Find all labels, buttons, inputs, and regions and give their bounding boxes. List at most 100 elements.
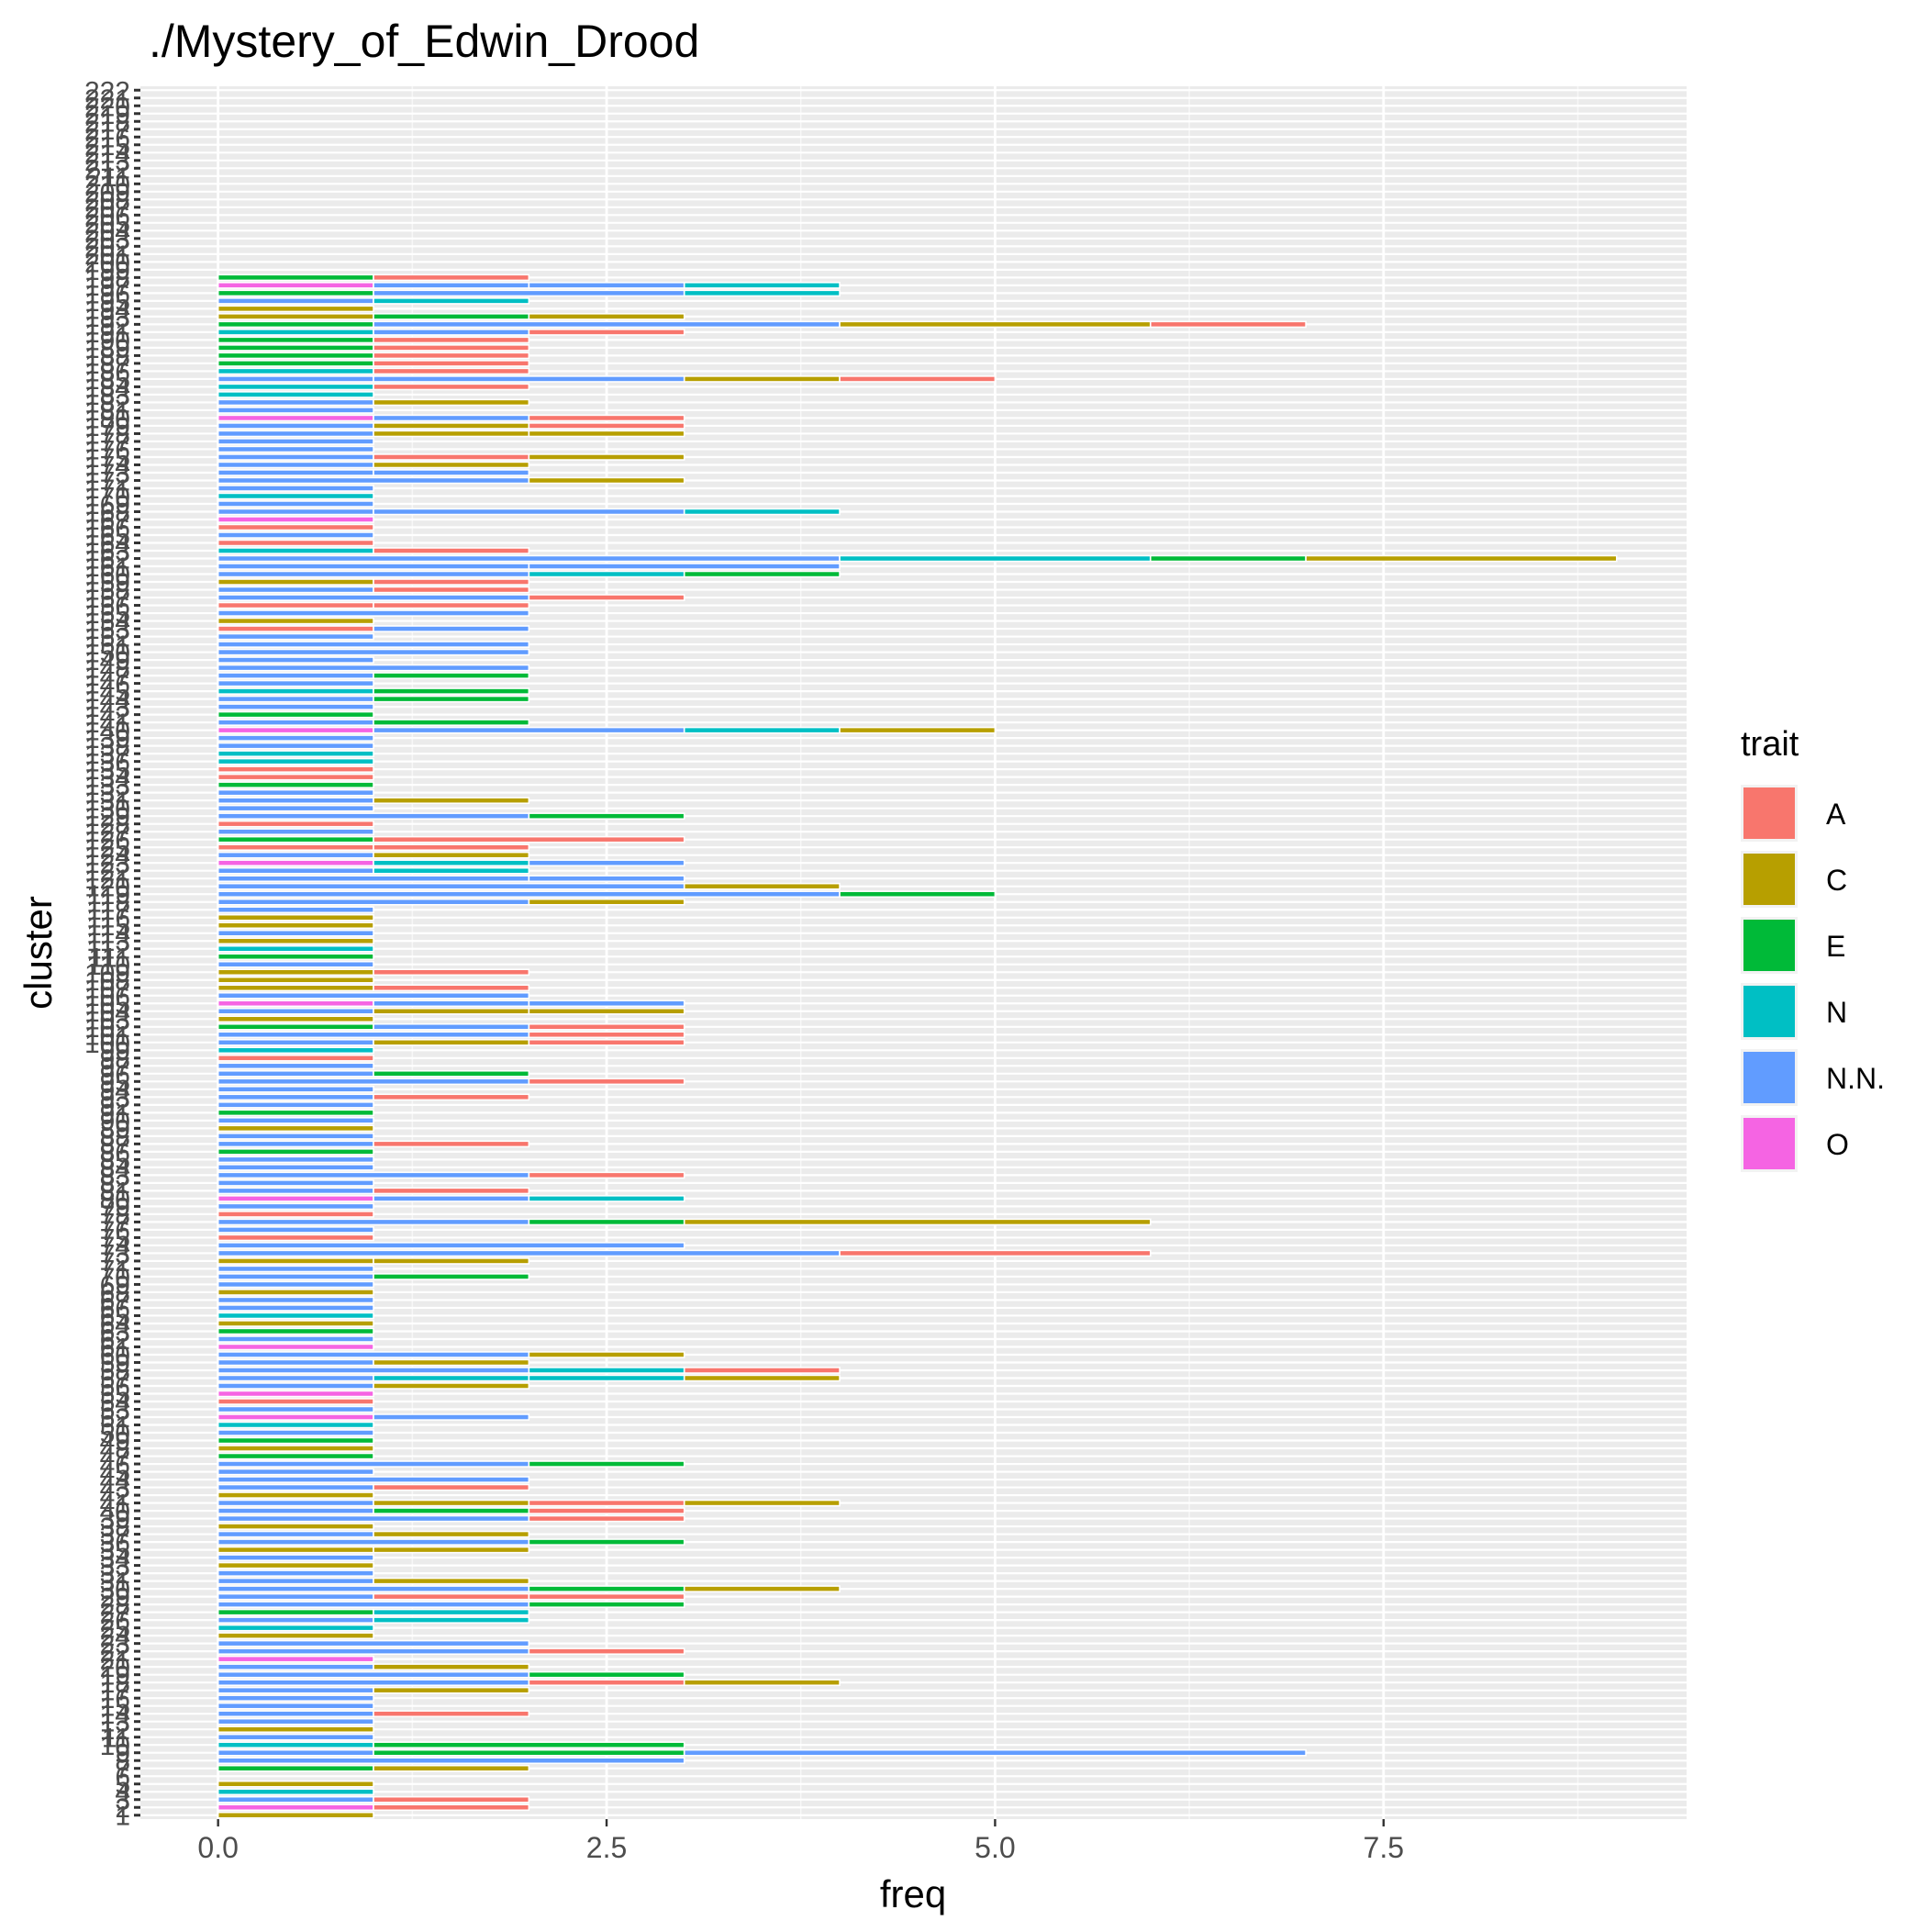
y-tick-label-57: 57 [100, 1364, 130, 1394]
bar-segment-109-2 [373, 968, 530, 977]
y-tick-label-10: 10 [100, 1731, 130, 1761]
bar-segment-30-1 [217, 1585, 530, 1592]
bar-segment-49-1 [217, 1436, 374, 1445]
y-tick-label-36: 36 [100, 1528, 130, 1558]
y-tick-label-97: 97 [100, 1052, 130, 1082]
bar-segment-77-3 [683, 1218, 1152, 1226]
bar-segment-172-2 [528, 476, 685, 485]
bar-segment-95-2 [528, 1078, 685, 1086]
bar-segment-77-1 [217, 1218, 530, 1226]
bar-segment-114-1 [217, 929, 374, 937]
bar-segment-162-1 [217, 554, 841, 563]
y-tick-label-78: 78 [100, 1201, 130, 1231]
bar-segment-159-1 [217, 578, 374, 586]
bar-segment-149-1 [217, 656, 374, 664]
y-tick-label-185: 185 [84, 365, 130, 396]
bar-segment-70-1 [217, 1273, 374, 1280]
y-tick-label-124: 124 [84, 842, 130, 872]
y-tick-label-104: 104 [84, 998, 130, 1028]
bar-segment-107-1 [217, 984, 374, 992]
bar-segment-174-2 [373, 461, 530, 469]
bar-segment-162-4 [1305, 554, 1618, 563]
bar-segment-136-1 [217, 757, 374, 765]
legend-swatch-2 [1743, 854, 1795, 905]
y-tick-label-13: 13 [100, 1708, 130, 1738]
y-tick-label-120: 120 [84, 873, 130, 903]
bar-segment-163-2 [373, 547, 530, 554]
y-tick-label-82: 82 [100, 1169, 130, 1200]
bar-segment-130-1 [217, 804, 374, 812]
y-tick-label-44: 44 [100, 1466, 130, 1496]
bar-segment-157-1 [217, 594, 530, 601]
bar-segment-41-2 [373, 1499, 530, 1507]
bar-segment-14-2 [373, 1710, 530, 1718]
bar-segment-162-2 [839, 554, 1152, 563]
bar-segment-79-1 [217, 1202, 374, 1211]
bar-segment-81-1 [217, 1187, 374, 1195]
bar-segment-36-2 [528, 1538, 685, 1546]
y-tick-label-201: 201 [84, 240, 130, 271]
bar-segment-145-1 [217, 687, 374, 695]
y-tick-label-220: 220 [84, 92, 130, 122]
bar-segment-123-2 [373, 859, 530, 867]
y-tick-label-179: 179 [84, 412, 130, 442]
x-axis-label: freq [880, 1872, 946, 1915]
y-tick-label-193: 193 [84, 303, 130, 333]
x-tick-label-3: 7.5 [1364, 1831, 1404, 1864]
y-tick-label-195: 195 [84, 287, 130, 318]
bar-segment-103-1 [217, 1015, 374, 1023]
y-tick-label-128: 128 [84, 810, 130, 841]
bar-segment-69-1 [217, 1280, 374, 1289]
bar-segment-97-1 [217, 1062, 374, 1070]
y-tick-label-168: 168 [84, 497, 130, 528]
y-tick-label-211: 211 [86, 162, 130, 193]
bar-segment-147-2 [373, 672, 530, 679]
y-tick-label-39: 39 [100, 1505, 130, 1536]
bar-segment-185-1 [217, 375, 374, 383]
bar-segment-179-2 [373, 422, 530, 430]
bar-segment-183-1 [217, 391, 374, 398]
y-tick-label-111: 111 [88, 943, 130, 973]
bar-segment-19-2 [528, 1670, 685, 1679]
bar-segment-84-1 [217, 1164, 374, 1171]
bar-segment-78-1 [217, 1211, 374, 1218]
bar-segment-164-1 [217, 539, 374, 547]
y-tick-label-204: 204 [84, 217, 130, 247]
bar-segment-196-3 [683, 289, 841, 297]
x-tick-label-1: 2.5 [586, 1831, 627, 1864]
y-tick-label-2: 2 [115, 1793, 130, 1824]
bar-segment-81-2 [373, 1187, 530, 1195]
y-tick-label-198: 198 [84, 263, 130, 294]
y-tick-label-127: 127 [84, 818, 130, 848]
y-tick-label-62: 62 [100, 1325, 130, 1356]
bar-segment-37-1 [217, 1530, 374, 1538]
bar-segment-123-1 [217, 859, 374, 867]
y-tick-label-15: 15 [100, 1692, 130, 1723]
bar-segment-122-2 [373, 866, 530, 875]
bar-segment-137-1 [217, 750, 374, 757]
y-tick-label-154: 154 [84, 608, 130, 638]
bar-segment-134-1 [217, 773, 374, 781]
bar-segment-55-1 [217, 1390, 374, 1398]
bar-segment-124-2 [373, 851, 530, 859]
bar-segment-160-2 [528, 570, 685, 578]
bar-segment-8-1 [217, 1757, 685, 1765]
y-tick-label-188: 188 [84, 341, 130, 372]
bar-segment-9-1 [217, 1748, 374, 1757]
bar-segment-197-4 [683, 282, 841, 289]
bar-segment-193-1 [217, 313, 374, 320]
bar-segment-197-2 [373, 282, 530, 289]
bar-segment-101-1 [217, 1031, 530, 1039]
y-tick-label-100: 100 [84, 1029, 130, 1059]
bar-segment-57-1 [217, 1374, 374, 1382]
bar-segment-172-1 [217, 476, 530, 485]
bar-segment-186-2 [373, 367, 530, 375]
bar-segment-102-2 [373, 1022, 530, 1031]
y-tick-label-172: 172 [84, 466, 130, 497]
bar-segment-24-1 [217, 1632, 374, 1640]
bar-segment-39-2 [528, 1514, 685, 1523]
y-tick-label-17: 17 [100, 1677, 130, 1707]
y-tick-label-68: 68 [100, 1279, 130, 1309]
bar-segment-163-1 [217, 547, 374, 554]
